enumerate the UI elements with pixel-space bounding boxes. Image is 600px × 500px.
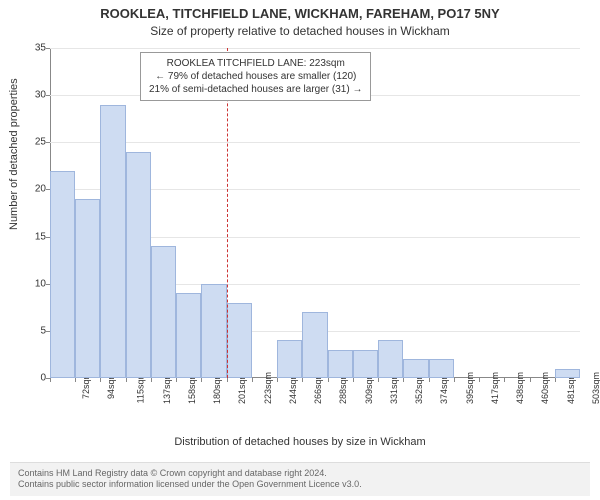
annotation-line3: 21% of semi-detached houses are larger (… bbox=[149, 83, 362, 96]
histogram-bar bbox=[328, 350, 353, 378]
x-tick-mark bbox=[403, 378, 404, 382]
x-tick-mark bbox=[530, 378, 531, 382]
x-tick-mark bbox=[100, 378, 101, 382]
x-tick-mark bbox=[126, 378, 127, 382]
x-tick-label: 417sqm bbox=[490, 372, 500, 404]
histogram-bar bbox=[75, 199, 100, 378]
y-tick-mark bbox=[46, 95, 50, 96]
x-tick-mark bbox=[302, 378, 303, 382]
x-tick-label: 438sqm bbox=[515, 372, 525, 404]
x-tick-label: 460sqm bbox=[540, 372, 550, 404]
x-tick-mark bbox=[176, 378, 177, 382]
gridline bbox=[50, 48, 580, 49]
chart-container: ROOKLEA, TITCHFIELD LANE, WICKHAM, FAREH… bbox=[0, 0, 600, 500]
y-tick-label: 20 bbox=[24, 184, 46, 195]
histogram-bar bbox=[353, 350, 378, 378]
y-tick-label: 30 bbox=[24, 90, 46, 101]
plot-area: 0510152025303572sqm94sqm115sqm137sqm158s… bbox=[50, 48, 580, 378]
y-tick-label: 10 bbox=[24, 278, 46, 289]
histogram-bar bbox=[50, 171, 75, 378]
chart-title-main: ROOKLEA, TITCHFIELD LANE, WICKHAM, FAREH… bbox=[0, 6, 600, 21]
histogram-bar bbox=[227, 303, 252, 378]
x-tick-mark bbox=[378, 378, 379, 382]
chart-title-sub: Size of property relative to detached ho… bbox=[0, 24, 600, 38]
x-tick-label: 395sqm bbox=[465, 372, 475, 404]
x-tick-mark bbox=[353, 378, 354, 382]
histogram-bar bbox=[378, 340, 403, 378]
x-tick-mark bbox=[429, 378, 430, 382]
x-tick-mark bbox=[504, 378, 505, 382]
x-tick-mark bbox=[201, 378, 202, 382]
footer-line1: Contains HM Land Registry data © Crown c… bbox=[18, 468, 582, 480]
annotation-line2: ← 79% of detached houses are smaller (12… bbox=[149, 70, 362, 83]
histogram-bar bbox=[176, 293, 201, 378]
y-tick-label: 25 bbox=[24, 137, 46, 148]
histogram-bar bbox=[151, 246, 176, 378]
footer-attribution: Contains HM Land Registry data © Crown c… bbox=[10, 462, 590, 496]
histogram-bar bbox=[201, 284, 226, 378]
y-tick-mark bbox=[46, 142, 50, 143]
gridline bbox=[50, 142, 580, 143]
y-tick-label: 5 bbox=[24, 325, 46, 336]
histogram-bar bbox=[100, 105, 125, 378]
x-tick-mark bbox=[252, 378, 253, 382]
histogram-bar bbox=[126, 152, 151, 378]
histogram-bar bbox=[302, 312, 327, 378]
x-tick-mark bbox=[479, 378, 480, 382]
histogram-bar bbox=[403, 359, 428, 378]
annotation-box: ROOKLEA TITCHFIELD LANE: 223sqm ← 79% of… bbox=[140, 52, 371, 101]
x-tick-mark bbox=[277, 378, 278, 382]
y-tick-label: 0 bbox=[24, 373, 46, 384]
annotation-line1: ROOKLEA TITCHFIELD LANE: 223sqm bbox=[149, 57, 362, 70]
x-tick-mark bbox=[75, 378, 76, 382]
footer-line2: Contains public sector information licen… bbox=[18, 479, 582, 491]
y-axis-label: Number of detached properties bbox=[8, 78, 20, 230]
x-axis-label: Distribution of detached houses by size … bbox=[0, 436, 600, 448]
y-tick-label: 35 bbox=[24, 43, 46, 54]
x-tick-mark bbox=[555, 378, 556, 382]
histogram-bar bbox=[429, 359, 454, 378]
histogram-bar bbox=[555, 369, 580, 378]
x-tick-mark bbox=[328, 378, 329, 382]
x-tick-mark bbox=[50, 378, 51, 382]
x-tick-mark bbox=[151, 378, 152, 382]
y-tick-mark bbox=[46, 48, 50, 49]
x-tick-mark bbox=[454, 378, 455, 382]
x-tick-label: 503sqm bbox=[591, 372, 600, 404]
y-tick-label: 15 bbox=[24, 231, 46, 242]
x-tick-mark bbox=[227, 378, 228, 382]
x-tick-label: 223sqm bbox=[263, 372, 273, 404]
histogram-bar bbox=[277, 340, 302, 378]
